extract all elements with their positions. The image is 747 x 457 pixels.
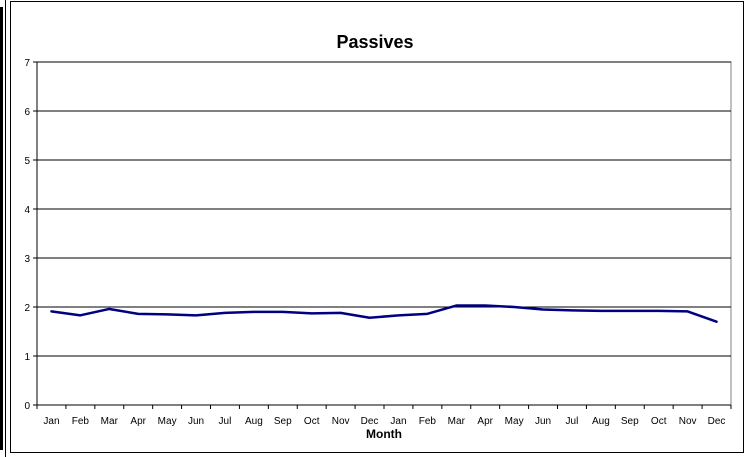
left-panel-edge <box>0 0 6 457</box>
data-point-0-4 <box>166 313 168 316</box>
chart-svg: Passives 0 1 2 3 4 5 6 7 Jan Feb Mar Apr May Jun Jul A… <box>24 32 732 441</box>
x-tick-label-4: May <box>158 416 177 427</box>
x-tick-label-6: Jul <box>219 416 232 427</box>
y-tick-label-5: 5 <box>24 156 30 167</box>
data-point-0-0 <box>50 310 53 313</box>
data-point-0-21 <box>657 310 660 312</box>
y-tick-label-6: 6 <box>24 107 30 118</box>
x-tick-label-10: Nov <box>332 416 350 427</box>
chart-frame: Passives 0 1 2 3 4 5 6 7 Jan Feb Mar Apr May Jun Jul A… <box>10 1 744 453</box>
axes <box>33 61 732 409</box>
x-tick-label-8: Sep <box>274 416 292 427</box>
x-tick-label-15: Apr <box>477 416 493 427</box>
x-tick-label-9: Oct <box>304 416 320 427</box>
data-point-0-11 <box>368 316 371 319</box>
y-tick-label-2: 2 <box>24 303 30 314</box>
plot-area-border <box>36 61 732 406</box>
data-point-0-1 <box>79 314 82 317</box>
x-tick-label-3: Apr <box>130 416 146 427</box>
x-tick-label-11: Dec <box>361 416 379 427</box>
y-tick-label-4: 4 <box>24 205 30 216</box>
x-tick-label-13: Feb <box>419 416 437 427</box>
x-tick-label-23: Dec <box>708 416 726 427</box>
x-tick-label-2: Mar <box>101 416 119 427</box>
x-tick-label-16: May <box>505 416 524 427</box>
x-tick-label-12: Jan <box>390 416 406 427</box>
data-point-0-23 <box>715 320 718 323</box>
data-point-0-19 <box>600 310 602 312</box>
x-tick-label-14: Mar <box>448 416 466 427</box>
data-point-0-9 <box>310 312 313 315</box>
x-tick-label-5: Jun <box>188 416 204 427</box>
data-point-0-20 <box>628 310 631 312</box>
series-layer <box>50 304 718 323</box>
x-tick-labels: Jan Feb Mar Apr May Jun Jul Aug Sep Oct Nov Dec Jan F… <box>43 416 725 427</box>
plot-area <box>36 61 732 406</box>
data-point-0-5 <box>195 314 197 317</box>
data-point-0-12 <box>397 314 400 317</box>
y-tick-label-7: 7 <box>24 58 30 69</box>
left-panel-border-mark <box>0 7 3 450</box>
data-point-0-14 <box>455 304 458 307</box>
x-tick-label-7: Aug <box>245 416 263 427</box>
data-point-0-7 <box>253 311 255 313</box>
grid-lines <box>37 61 731 357</box>
x-tick-label-20: Sep <box>621 416 639 427</box>
data-point-0-15 <box>484 304 487 307</box>
x-tick-label-19: Aug <box>592 416 610 427</box>
x-tick-label-22: Nov <box>679 416 697 427</box>
data-point-0-6 <box>224 312 226 314</box>
data-point-0-10 <box>339 312 342 314</box>
x-axis-label: Month <box>366 427 402 441</box>
data-point-0-18 <box>571 309 573 312</box>
x-tick-label-0: Jan <box>43 416 59 427</box>
data-point-0-2 <box>108 308 111 310</box>
y-tick-label-0: 0 <box>24 401 30 412</box>
series-line-0 <box>50 304 718 323</box>
chart-title: Passives <box>336 32 413 52</box>
data-point-0-8 <box>281 311 284 313</box>
data-point-0-16 <box>513 306 515 308</box>
x-tick-label-18: Jul <box>566 416 579 427</box>
data-point-0-3 <box>137 313 140 315</box>
y-tick-labels: 0 1 2 3 4 5 6 7 <box>24 58 30 412</box>
x-tick-label-17: Jun <box>535 416 551 427</box>
data-point-0-22 <box>686 310 689 313</box>
data-point-0-13 <box>426 313 429 315</box>
x-tick-label-1: Feb <box>72 416 90 427</box>
data-point-0-17 <box>542 308 544 311</box>
y-tick-label-1: 1 <box>24 352 30 363</box>
x-tick-label-21: Oct <box>651 416 667 427</box>
y-tick-label-3: 3 <box>24 254 30 265</box>
